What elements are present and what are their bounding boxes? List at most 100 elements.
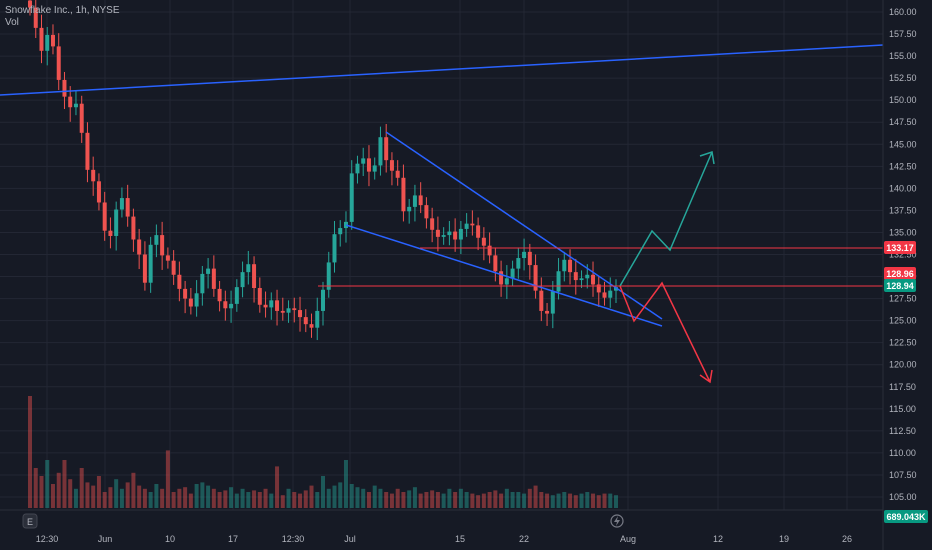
wedge-lower-trendline[interactable]: [345, 224, 663, 327]
candle-body: [183, 288, 188, 299]
price-tick-label: 117.50: [889, 382, 916, 392]
volume-bar: [614, 495, 618, 508]
candle-body: [73, 103, 78, 108]
candle-body: [568, 259, 573, 273]
candle-body: [137, 239, 142, 255]
candle-body: [361, 158, 366, 164]
candle-body: [298, 310, 303, 318]
volume-bar: [504, 488, 509, 508]
candle-body: [292, 308, 297, 311]
candle-body: [338, 228, 343, 235]
candle-body: [206, 268, 211, 274]
symbol-line[interactable]: Snowflake Inc., 1h, NYSE: [5, 5, 120, 16]
volume-bar: [435, 492, 440, 508]
price-tick-label: 150.00: [889, 95, 917, 105]
candle-body: [263, 304, 268, 308]
candle-body: [579, 278, 584, 281]
candle-body: [481, 237, 486, 246]
price-tick-label: 112.50: [889, 426, 916, 436]
volume-bar: [211, 488, 216, 508]
candle-body: [407, 206, 412, 212]
price-tick-label: 107.50: [889, 470, 917, 480]
candle-body: [476, 225, 481, 238]
volume-bar: [119, 488, 124, 508]
volume-bar: [487, 492, 492, 508]
candle-body: [56, 46, 61, 80]
volume-bar: [407, 490, 412, 508]
candle-body: [165, 255, 170, 261]
svg-text:E: E: [27, 517, 33, 527]
volume-bar: [131, 472, 136, 508]
candlestick-series: [28, 0, 618, 341]
candle-body: [424, 205, 429, 219]
time-tick-label: 22: [519, 534, 529, 544]
long-resistance-trendline[interactable]: [0, 44, 884, 96]
volume-bar: [62, 460, 67, 508]
volume-bar: [114, 479, 119, 508]
volume-bar: [303, 490, 308, 508]
candle-body: [79, 103, 84, 133]
candle-body: [240, 272, 245, 288]
price-axis[interactable]: 105.00 107.50 110.00 112.50 115.00 117.50 120.…: [882, 0, 932, 550]
time-tick-label: 19: [779, 534, 789, 544]
candle-body: [28, 0, 32, 8]
volume-bar: [85, 482, 90, 508]
candle-body: [91, 169, 96, 182]
candle-body: [487, 245, 492, 256]
volume-bar: [108, 487, 113, 508]
volume-indicator-label[interactable]: Vol: [5, 17, 19, 28]
price-tick-label: 140.00: [889, 183, 917, 193]
volume-bar: [608, 493, 613, 508]
candle-body: [171, 260, 176, 275]
candle-body: [573, 272, 578, 281]
time-tick-label: 26: [842, 534, 852, 544]
bullish-projection-path[interactable]: [619, 151, 713, 287]
volume-bar: [50, 484, 55, 508]
price-tick-label: 115.00: [889, 404, 916, 414]
volume-bar: [412, 487, 417, 508]
bearish-arrowhead-icon: [699, 369, 713, 384]
price-tick-label: 105.00: [889, 492, 917, 502]
volume-bar: [550, 495, 555, 508]
time-axis[interactable]: 12:30 Jun 10 17 12:30 Jul 15 22 Aug 12 19 26: [0, 509, 883, 544]
candle-body: [326, 262, 331, 290]
candle-body: [430, 218, 435, 230]
volume-bar: [269, 493, 274, 508]
volume-bar: [257, 492, 262, 508]
candle-body: [148, 244, 153, 283]
go-to-start-icon[interactable]: E: [22, 513, 38, 529]
volume-bar: [539, 492, 544, 508]
volume-bar: [389, 493, 394, 508]
lightning-event-icon[interactable]: [610, 514, 624, 528]
candle-body: [355, 163, 360, 174]
volume-bar: [602, 493, 607, 508]
candle-body: [608, 290, 613, 298]
candle-body: [435, 229, 440, 237]
candle-body: [223, 301, 228, 309]
candle-body: [591, 274, 596, 285]
volume-bar: [499, 493, 504, 508]
volume-bar: [401, 492, 406, 508]
volume-bars: [28, 396, 618, 508]
candle-body: [321, 289, 325, 311]
candle-body: [516, 258, 521, 269]
volume-bar: [596, 495, 601, 508]
candle-body: [252, 264, 257, 289]
volume-bar: [252, 490, 257, 508]
volume-bar: [28, 396, 32, 508]
price-tick-label: 137.50: [889, 205, 917, 215]
candle-body: [384, 137, 389, 161]
wedge-upper-trendline[interactable]: [385, 131, 663, 320]
candle-body: [533, 265, 538, 291]
volume-bar: [573, 495, 578, 508]
volume-bar: [79, 468, 84, 508]
volume-bar: [183, 487, 188, 508]
price-tag: [884, 241, 916, 254]
bearish-projection-path[interactable]: [619, 281, 711, 383]
price-tick-label: 147.50: [889, 117, 917, 127]
time-tick-label: 12:30: [282, 534, 305, 544]
candle-body: [217, 288, 222, 302]
candle-body: [366, 158, 371, 172]
volume-bar: [579, 493, 584, 508]
